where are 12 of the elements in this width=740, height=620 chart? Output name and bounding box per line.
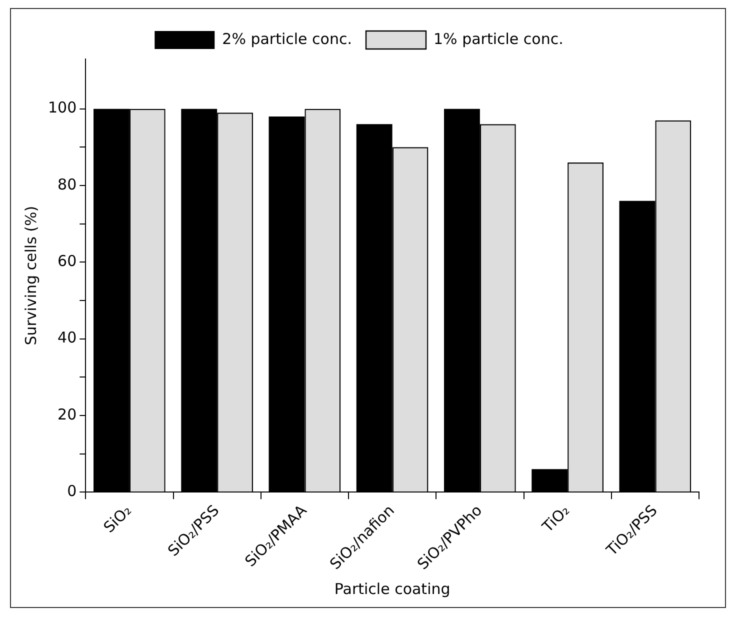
y-axis-title: Surviving cells (%) — [22, 206, 40, 346]
x-tick-label: TiO₂ — [538, 501, 574, 537]
y-tick-label: 40 — [58, 328, 77, 347]
y-tick-label: 20 — [58, 405, 77, 424]
y-tick-label: 100 — [48, 98, 77, 117]
legend-label: 2% particle conc. — [222, 30, 352, 48]
y-tick-label: 80 — [58, 175, 77, 194]
x-tick-label: SiO₂ — [100, 501, 136, 536]
y-tick-label: 0 — [67, 482, 77, 500]
legend-label: 1% particle conc. — [434, 30, 564, 48]
y-tick-label: 60 — [58, 252, 77, 270]
x-axis-title: Particle coating — [334, 580, 450, 598]
